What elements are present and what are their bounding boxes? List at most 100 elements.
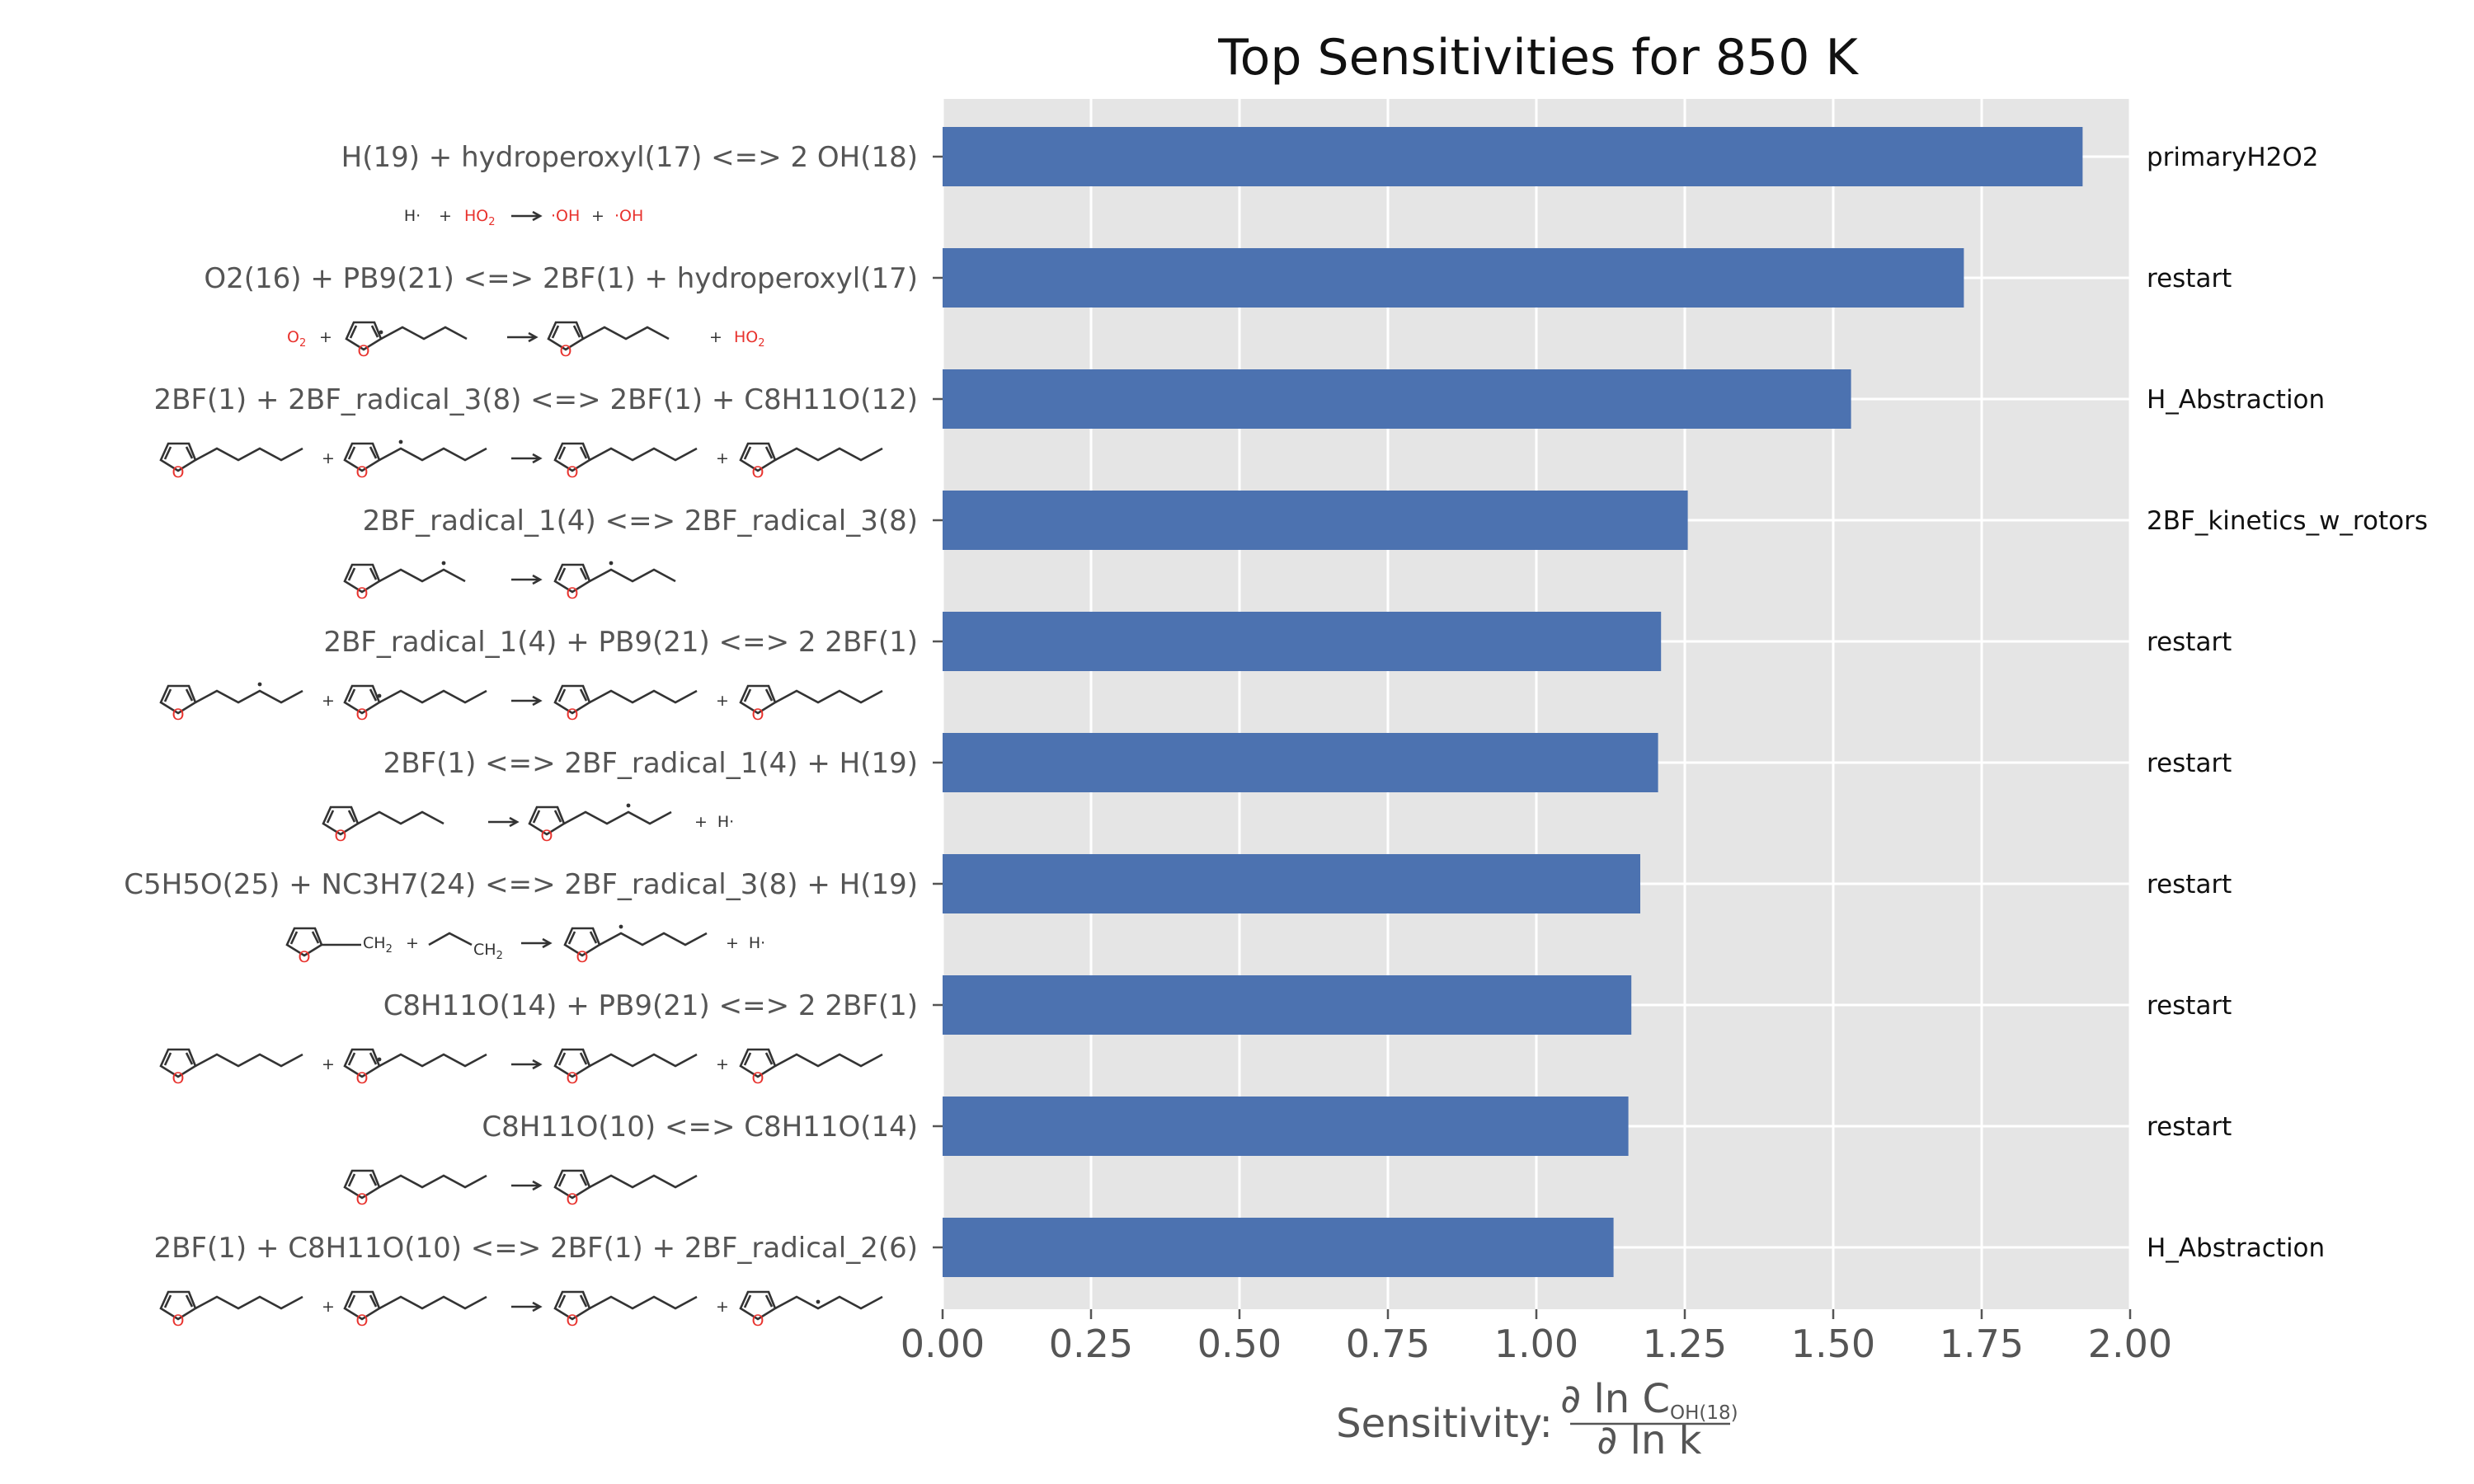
alkyl-chain <box>379 568 466 583</box>
plus-sign: + <box>322 1298 335 1316</box>
furan-ring <box>739 684 777 715</box>
family-label: restart <box>2147 991 2232 1021</box>
x-tick-label: 1.25 <box>1643 1322 1727 1366</box>
family-label: restart <box>2147 1112 2232 1142</box>
furan-ring <box>739 442 777 472</box>
x-axis-label-numerator: ∂ ln COH(18) <box>1560 1376 1738 1424</box>
ring-oxygen: O <box>172 1069 185 1087</box>
furan-ring <box>553 1048 591 1078</box>
hydroxyl-radical: ·OH <box>614 207 643 225</box>
radical-dot <box>626 803 631 808</box>
furan-double-bond <box>163 1052 172 1066</box>
furan-ring <box>159 684 197 715</box>
radical-dot <box>618 924 623 929</box>
alkyl-chain <box>589 568 676 583</box>
ring-oxygen: O <box>567 1190 579 1209</box>
x-axis-label-denominator: ∂ ln k <box>1597 1417 1702 1463</box>
methylene-group: CH2 <box>363 934 393 956</box>
reaction-label: C8H11O(10) <=> C8H11O(14) <box>482 1111 918 1144</box>
radical-dot <box>816 1299 821 1304</box>
ring-oxygen: O <box>567 1069 579 1087</box>
reaction-structure: O + O O + O <box>159 439 883 481</box>
reaction-labels: H(19) + hydroperoxyl(17) <=> 2 OH(18) O2(… <box>124 141 918 1265</box>
h-radical: H· <box>404 207 421 225</box>
furan-double-bond <box>347 446 356 460</box>
ring-oxygen: O <box>172 1312 185 1330</box>
furan-double-bond <box>764 1294 774 1308</box>
bar <box>943 127 2083 186</box>
bar <box>943 854 1640 913</box>
furan-double-bond <box>743 1294 752 1308</box>
bar <box>943 369 1851 429</box>
reaction-arrow-head <box>532 1059 543 1070</box>
furan-ring <box>343 1290 381 1321</box>
furan-double-bond <box>567 931 576 945</box>
alkyl-chain <box>582 326 670 340</box>
bars <box>943 127 2083 1277</box>
ring-oxygen: O <box>560 342 572 360</box>
furan-double-bond <box>347 688 356 702</box>
furan-ring <box>553 563 591 594</box>
furan-double-bond <box>764 1052 774 1065</box>
alkyl-chain <box>380 326 468 340</box>
hydroperoxyl: HO2 <box>734 328 765 350</box>
furan-double-bond <box>743 688 752 702</box>
x-axis-label: Sensitivity: ∂ ln COH(18) ∂ ln k <box>1336 1376 1738 1463</box>
furan-ring <box>159 1290 197 1321</box>
furan-double-bond <box>349 325 358 339</box>
furan-ring <box>343 1169 381 1200</box>
furan-double-bond <box>572 325 581 338</box>
ring-oxygen: O <box>356 1190 369 1209</box>
ring-oxygen: O <box>356 706 369 724</box>
x-tick-label: 1.75 <box>1940 1322 2024 1366</box>
family-label: 2BF_kinetics_w_rotors <box>2147 506 2428 536</box>
ring-oxygen: O <box>752 1069 764 1087</box>
furan-ring <box>547 321 585 351</box>
ring-oxygen: O <box>335 827 347 845</box>
reaction-label: 2BF(1) <=> 2BF_radical_1(4) + H(19) <box>383 747 918 780</box>
furan-ring <box>563 927 601 957</box>
furan-double-bond <box>163 1294 172 1308</box>
furan-ring <box>739 1048 777 1078</box>
reaction-label: O2(16) + PB9(21) <=> 2BF(1) + hydroperox… <box>204 262 918 295</box>
alkyl-chain <box>589 1174 698 1189</box>
furan-double-bond <box>764 688 774 702</box>
furan-double-bond <box>326 810 335 824</box>
furan-double-bond <box>347 1294 356 1308</box>
furan-ring <box>159 1048 197 1078</box>
alkyl-chain <box>379 689 487 704</box>
bar <box>943 612 1662 671</box>
furan-ring <box>343 684 381 715</box>
alkyl-chain <box>195 447 303 462</box>
alkyl-chain <box>195 1053 303 1068</box>
bar <box>943 491 1688 550</box>
alkyl-chain <box>774 1295 883 1310</box>
plus-sign: + <box>439 207 452 225</box>
furan-ring <box>285 927 323 957</box>
oxygen: O2 <box>287 328 306 350</box>
family-label: restart <box>2147 870 2232 899</box>
bar <box>943 1218 1614 1277</box>
ring-oxygen: O <box>752 706 764 724</box>
family-label: H_Abstraction <box>2147 385 2325 415</box>
bar <box>943 1097 1629 1156</box>
alkyl-chain <box>195 1295 303 1310</box>
ring-oxygen: O <box>576 948 589 966</box>
furan-double-bond <box>347 1052 356 1066</box>
reaction-arrow-head <box>532 210 543 222</box>
alkyl-chain <box>379 447 487 462</box>
radical-dot <box>609 561 614 566</box>
furan-double-bond <box>369 446 378 459</box>
bar <box>943 733 1658 792</box>
alkyl-chain <box>379 1053 487 1068</box>
x-axis-ticks: 0.00 0.25 0.50 0.75 1.00 1.25 1.50 1.75 2.00 <box>901 155 2172 1366</box>
bar <box>943 248 1964 308</box>
x-tick-label: 1.50 <box>1791 1322 1875 1366</box>
ring-oxygen: O <box>752 1312 764 1330</box>
furan-double-bond <box>557 446 567 460</box>
plus-sign: + <box>726 934 739 952</box>
x-tick-label: 0.50 <box>1197 1322 1282 1366</box>
alkyl-chain <box>379 1174 487 1189</box>
